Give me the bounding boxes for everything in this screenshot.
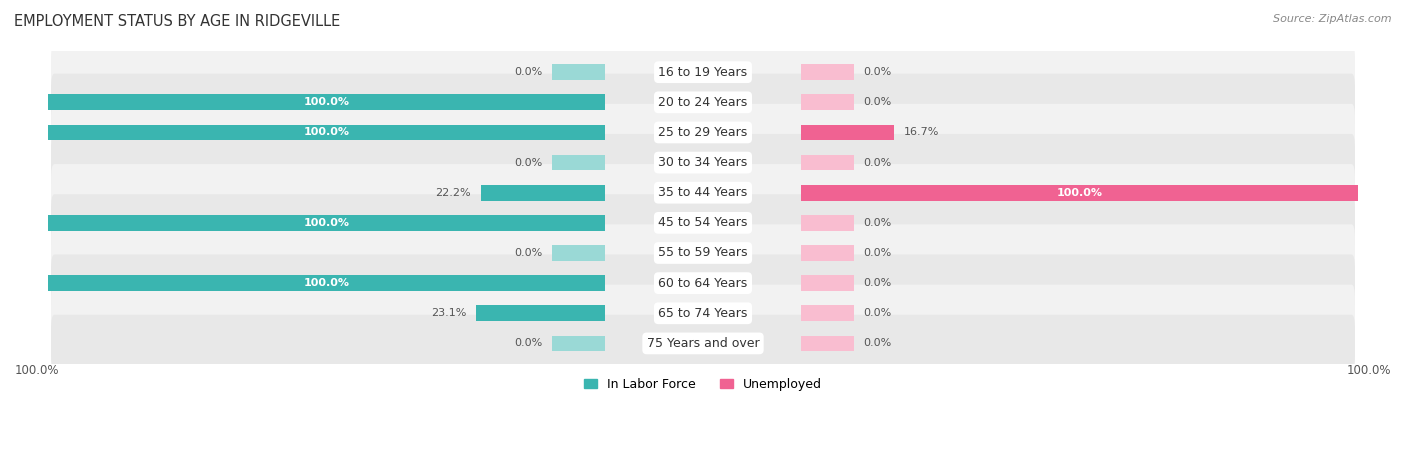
FancyBboxPatch shape — [51, 254, 1355, 312]
Bar — [801, 215, 853, 231]
Text: Source: ZipAtlas.com: Source: ZipAtlas.com — [1274, 14, 1392, 23]
Bar — [48, 275, 605, 291]
Text: 20 to 24 Years: 20 to 24 Years — [658, 96, 748, 109]
Text: 0.0%: 0.0% — [515, 67, 543, 77]
Bar — [481, 185, 605, 201]
Bar — [48, 124, 605, 140]
FancyBboxPatch shape — [51, 164, 1355, 221]
Text: 30 to 34 Years: 30 to 34 Years — [658, 156, 748, 169]
FancyBboxPatch shape — [51, 74, 1355, 131]
Bar — [801, 94, 853, 110]
Text: 0.0%: 0.0% — [863, 338, 891, 349]
Text: 16.7%: 16.7% — [904, 128, 939, 138]
Bar — [801, 124, 894, 140]
Text: 25 to 29 Years: 25 to 29 Years — [658, 126, 748, 139]
Text: EMPLOYMENT STATUS BY AGE IN RIDGEVILLE: EMPLOYMENT STATUS BY AGE IN RIDGEVILLE — [14, 14, 340, 28]
Text: 100.0%: 100.0% — [304, 278, 349, 288]
Bar — [801, 185, 1358, 201]
Text: 0.0%: 0.0% — [515, 157, 543, 168]
Text: 0.0%: 0.0% — [863, 67, 891, 77]
Bar — [48, 94, 605, 110]
Bar — [553, 336, 605, 351]
FancyBboxPatch shape — [51, 44, 1355, 101]
FancyBboxPatch shape — [51, 285, 1355, 342]
Text: 16 to 19 Years: 16 to 19 Years — [658, 66, 748, 78]
Bar — [48, 215, 605, 231]
Text: 60 to 64 Years: 60 to 64 Years — [658, 276, 748, 290]
Text: 100.0%: 100.0% — [15, 364, 59, 377]
Text: 100.0%: 100.0% — [304, 128, 349, 138]
Text: 100.0%: 100.0% — [1057, 188, 1102, 198]
Text: 75 Years and over: 75 Years and over — [647, 337, 759, 350]
Text: 55 to 59 Years: 55 to 59 Years — [658, 247, 748, 259]
FancyBboxPatch shape — [51, 104, 1355, 161]
Bar — [553, 64, 605, 80]
Legend: In Labor Force, Unemployed: In Labor Force, Unemployed — [579, 373, 827, 396]
Text: 22.2%: 22.2% — [436, 188, 471, 198]
Text: 100.0%: 100.0% — [304, 97, 349, 107]
Text: 65 to 74 Years: 65 to 74 Years — [658, 307, 748, 320]
Text: 0.0%: 0.0% — [515, 338, 543, 349]
Text: 35 to 44 Years: 35 to 44 Years — [658, 186, 748, 199]
FancyBboxPatch shape — [51, 315, 1355, 372]
Text: 0.0%: 0.0% — [863, 248, 891, 258]
Text: 0.0%: 0.0% — [515, 248, 543, 258]
FancyBboxPatch shape — [51, 134, 1355, 191]
Text: 100.0%: 100.0% — [1347, 364, 1391, 377]
FancyBboxPatch shape — [51, 224, 1355, 281]
Bar — [553, 155, 605, 170]
Bar — [553, 245, 605, 261]
Bar — [801, 245, 853, 261]
Text: 100.0%: 100.0% — [304, 218, 349, 228]
Bar — [801, 64, 853, 80]
Text: 0.0%: 0.0% — [863, 218, 891, 228]
Text: 23.1%: 23.1% — [430, 308, 467, 318]
Text: 0.0%: 0.0% — [863, 157, 891, 168]
Text: 0.0%: 0.0% — [863, 308, 891, 318]
Bar — [801, 305, 853, 321]
Text: 0.0%: 0.0% — [863, 97, 891, 107]
Bar — [477, 305, 605, 321]
Bar — [801, 155, 853, 170]
Text: 0.0%: 0.0% — [863, 278, 891, 288]
Text: 45 to 54 Years: 45 to 54 Years — [658, 216, 748, 230]
FancyBboxPatch shape — [51, 194, 1355, 252]
Bar — [801, 336, 853, 351]
Bar — [801, 275, 853, 291]
